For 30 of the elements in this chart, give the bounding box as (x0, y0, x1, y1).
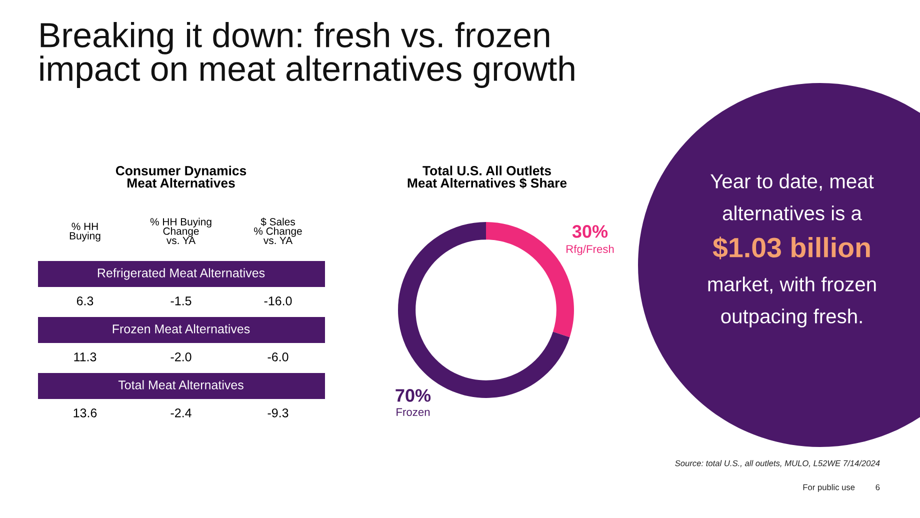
slice-label: Frozen (396, 408, 430, 416)
category-label: % HH Buying (70, 222, 100, 242)
text: 6 (876, 484, 880, 490)
text: outpacing fresh. (721, 308, 862, 328)
text: 6.3 (76, 296, 94, 306)
text: -9.3 (268, 408, 288, 418)
data-label: 70% (396, 389, 431, 402)
text: 11.3 (74, 352, 96, 362)
category-label: % HH Buying Change vs. YA (150, 218, 212, 244)
category-label: Refrigerated Meat Alternatives (98, 268, 265, 280)
source-note: Source: total U.S., all outlets, MULO, L52WE 7/14/2024 (675, 460, 880, 468)
text: Breaking it down: fresh vs. frozen impact on meat alternatives growth (40, 22, 574, 88)
text: -2.0 (170, 352, 192, 362)
text: 13.6 (74, 408, 97, 418)
category-label: $ Sales % Change vs. YA (254, 218, 302, 244)
text: -2.4 (170, 408, 192, 418)
slice-label: Rfg/Fresh (566, 244, 614, 256)
text: -1.5 (170, 296, 192, 306)
text: $1.03 billion (712, 236, 870, 260)
text: Consumer Dynamics Meat Alternatives (116, 166, 246, 188)
data-label: 30% (572, 225, 608, 238)
category-label: Total Meat Alternatives (118, 380, 244, 390)
text: market, with frozen (708, 276, 876, 294)
text: -6.0 (268, 352, 288, 362)
text: -16.0 (264, 296, 292, 306)
chart-title: Total U.S. All Outlets Meat Alternatives $ Share (408, 166, 567, 189)
text: alternatives is a (722, 206, 862, 220)
text: For public use (803, 484, 855, 492)
category-label: Frozen Meat Alternatives (112, 324, 250, 334)
text: Year to date, meat (710, 174, 874, 191)
